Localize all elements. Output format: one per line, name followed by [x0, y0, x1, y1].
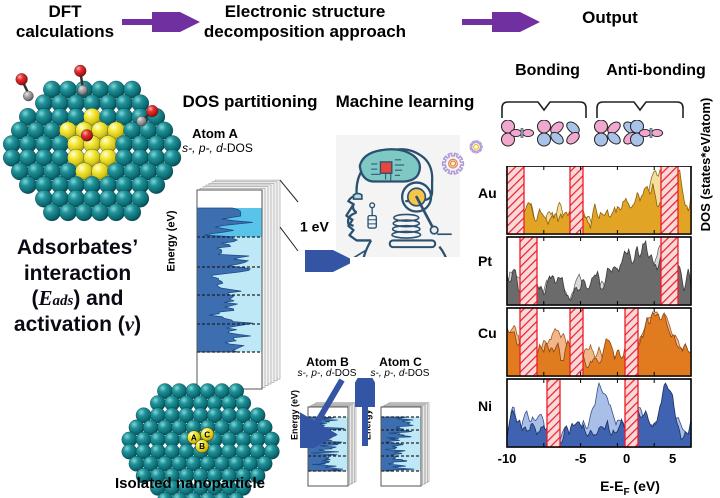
- svg-text:-5: -5: [575, 451, 587, 466]
- svg-text:C: C: [204, 430, 210, 439]
- svg-text:1 eV: 1 eV: [300, 219, 329, 235]
- svg-text:B: B: [199, 442, 205, 451]
- svg-text:-10: -10: [498, 451, 517, 466]
- svg-text:5: 5: [669, 451, 676, 466]
- svg-text:0: 0: [623, 451, 630, 466]
- svg-text:A: A: [191, 433, 197, 442]
